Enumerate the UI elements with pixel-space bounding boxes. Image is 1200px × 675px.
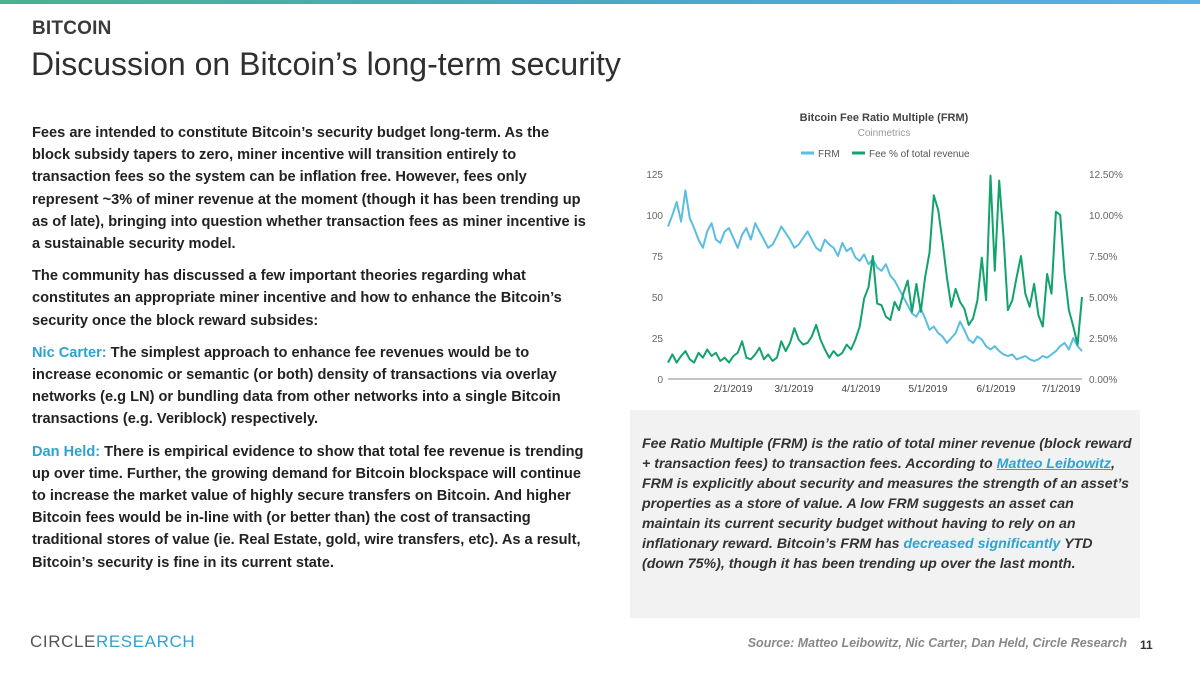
legend-frm-label: FRM xyxy=(818,149,840,160)
speaker-dan-held: Dan Held: xyxy=(32,443,101,460)
y-left-tick-label: 50 xyxy=(652,293,664,304)
body-text: Fees are intended to constitute Bitcoin’… xyxy=(32,122,587,584)
paragraph-2: The community has discussed a few import… xyxy=(32,268,562,329)
source-note: Source: Matteo Leibowitz, Nic Carter, Da… xyxy=(747,636,1127,650)
frm-callout: Fee Ratio Multiple (FRM) is the ratio of… xyxy=(630,410,1140,618)
x-tick-label: 6/1/2019 xyxy=(977,384,1016,395)
matteo-leibowitz-link[interactable]: Matteo Leibowitz xyxy=(996,456,1111,472)
callout-text: Fee Ratio Multiple (FRM) is the ratio of… xyxy=(642,434,1132,574)
paragraph-3-text: The simplest approach to enhance fee rev… xyxy=(32,344,561,428)
x-tick-label: 2/1/2019 xyxy=(714,384,753,395)
y-left-tick-label: 25 xyxy=(652,334,664,345)
fee-series-line xyxy=(667,174,1083,364)
page-title: Discussion on Bitcoin’s long-term securi… xyxy=(31,46,621,82)
decreased-significantly-link[interactable]: decreased significantly xyxy=(903,536,1061,552)
y-right-tick-label: 2.50% xyxy=(1089,334,1117,345)
y-left-tick-label: 75 xyxy=(652,252,664,263)
chart-subtitle: Coinmetrics xyxy=(858,128,911,139)
paragraph-1: Fees are intended to constitute Bitcoin’… xyxy=(32,125,586,253)
chart-legend: FRM Fee % of total revenue xyxy=(801,149,970,160)
callout-text-3: YTD (down 75%), though it has been trend… xyxy=(642,536,1093,572)
x-tick-label: 4/1/2019 xyxy=(842,384,881,395)
section-kicker: BITCOIN xyxy=(32,18,112,39)
y-right-tick-label: 12.50% xyxy=(1089,170,1123,181)
frm-chart: Bitcoin Fee Ratio Multiple (FRM) Coinmet… xyxy=(630,100,1140,400)
circle-research-logo: CIRCLERESEARCH xyxy=(30,632,195,652)
chart-title: Bitcoin Fee Ratio Multiple (FRM) xyxy=(800,112,969,124)
y-left-tick-label: 0 xyxy=(657,375,663,386)
frm-chart-svg: Bitcoin Fee Ratio Multiple (FRM) Coinmet… xyxy=(646,112,1123,395)
y-left-tick-label: 100 xyxy=(646,211,663,222)
x-tick-label: 7/1/2019 xyxy=(1042,384,1081,395)
paragraph-4-text: There is empirical evidence to show that… xyxy=(32,443,584,571)
logo-part-2: RESEARCH xyxy=(95,632,196,651)
callout-text-1: Fee Ratio Multiple (FRM) is the ratio of… xyxy=(642,436,1132,472)
top-accent-bar xyxy=(0,0,1200,4)
y-right-tick-label: 7.50% xyxy=(1089,252,1117,263)
y-left-tick-label: 125 xyxy=(646,170,663,181)
legend-fee-label: Fee % of total revenue xyxy=(869,149,970,160)
callout-text-2: , FRM is explicitly about security and m… xyxy=(642,456,1129,552)
x-tick-label: 3/1/2019 xyxy=(775,384,814,395)
y-right-tick-label: 10.00% xyxy=(1089,211,1123,222)
logo-part-1: CIRCLE xyxy=(30,632,96,651)
y-right-tick-label: 5.00% xyxy=(1089,293,1117,304)
paragraph-4: Dan Held: There is empirical evidence to… xyxy=(32,441,587,574)
page-number: 11 xyxy=(1140,638,1153,652)
speaker-nic-carter: Nic Carter: xyxy=(32,344,107,361)
y-right-tick-label: 0.00% xyxy=(1089,375,1117,386)
x-tick-label: 5/1/2019 xyxy=(909,384,948,395)
paragraph-3: Nic Carter: The simplest approach to enh… xyxy=(32,342,587,431)
frm-series-line xyxy=(667,189,1083,362)
